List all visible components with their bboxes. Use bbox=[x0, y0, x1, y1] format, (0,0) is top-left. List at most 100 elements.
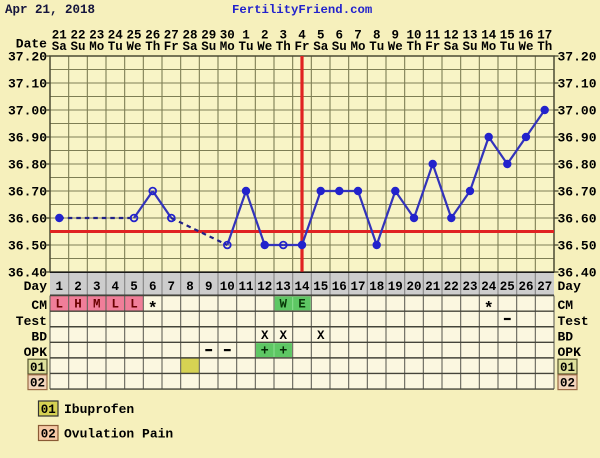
svg-text:22: 22 bbox=[70, 29, 85, 43]
svg-text:37.10: 37.10 bbox=[558, 77, 597, 92]
svg-text:6: 6 bbox=[336, 29, 344, 43]
svg-text:12: 12 bbox=[257, 280, 272, 294]
svg-text:Fr: Fr bbox=[164, 40, 179, 54]
svg-text:1: 1 bbox=[56, 280, 64, 294]
svg-text:22: 22 bbox=[444, 280, 459, 294]
svg-text:27: 27 bbox=[164, 29, 179, 43]
svg-text:17: 17 bbox=[537, 29, 552, 43]
svg-text:Day: Day bbox=[24, 279, 48, 294]
svg-text:Tu: Tu bbox=[500, 40, 515, 54]
svg-text:36.40: 36.40 bbox=[558, 266, 597, 281]
svg-text:8: 8 bbox=[186, 280, 194, 294]
svg-text:Fr: Fr bbox=[294, 40, 309, 54]
svg-text:01: 01 bbox=[560, 361, 575, 375]
svg-text:L: L bbox=[56, 298, 64, 312]
svg-text:X: X bbox=[280, 329, 288, 343]
svg-text:Tu: Tu bbox=[238, 40, 253, 54]
svg-text:Mo: Mo bbox=[350, 40, 365, 54]
svg-text:23: 23 bbox=[462, 280, 477, 294]
svg-text:01: 01 bbox=[30, 361, 45, 375]
svg-text:Su: Su bbox=[332, 40, 347, 54]
svg-text:10: 10 bbox=[406, 29, 421, 43]
svg-text:Tu: Tu bbox=[369, 40, 384, 54]
svg-text:25: 25 bbox=[500, 280, 515, 294]
svg-text:Fr: Fr bbox=[425, 40, 440, 54]
svg-text:Sa: Sa bbox=[182, 40, 198, 54]
svg-text:13: 13 bbox=[462, 29, 477, 43]
svg-text:13: 13 bbox=[276, 280, 291, 294]
svg-text:17: 17 bbox=[350, 280, 365, 294]
svg-text:12: 12 bbox=[444, 29, 459, 43]
svg-text:3: 3 bbox=[93, 280, 101, 294]
svg-text:Su: Su bbox=[70, 40, 85, 54]
svg-text:14: 14 bbox=[294, 280, 310, 294]
svg-text:4: 4 bbox=[298, 29, 306, 43]
svg-text:36.90: 36.90 bbox=[8, 131, 47, 146]
svg-text:5: 5 bbox=[130, 280, 138, 294]
svg-text:5: 5 bbox=[317, 29, 325, 43]
svg-text:BD: BD bbox=[558, 329, 574, 344]
svg-text:*: * bbox=[484, 299, 494, 318]
svg-text:Test: Test bbox=[16, 314, 47, 329]
svg-text:Sa: Sa bbox=[444, 40, 460, 54]
svg-text:Mo: Mo bbox=[481, 40, 496, 54]
svg-text:19: 19 bbox=[388, 280, 403, 294]
svg-text:24: 24 bbox=[481, 280, 497, 294]
svg-text:37.20: 37.20 bbox=[8, 50, 47, 65]
svg-text:36.60: 36.60 bbox=[558, 212, 597, 227]
svg-text:X: X bbox=[261, 329, 269, 343]
svg-text:Th: Th bbox=[145, 40, 160, 54]
svg-text:01: 01 bbox=[41, 403, 56, 417]
svg-text:We: We bbox=[126, 40, 141, 54]
svg-text:20: 20 bbox=[406, 280, 421, 294]
svg-text:37.10: 37.10 bbox=[8, 77, 47, 92]
svg-text:21: 21 bbox=[52, 29, 67, 43]
svg-text:Ibuprofen: Ibuprofen bbox=[64, 402, 134, 417]
svg-text:36.80: 36.80 bbox=[558, 158, 597, 173]
svg-text:36.90: 36.90 bbox=[558, 131, 597, 146]
svg-text:36.70: 36.70 bbox=[8, 185, 47, 200]
svg-text:Ovulation Pain: Ovulation Pain bbox=[64, 426, 173, 441]
svg-text:M: M bbox=[93, 298, 101, 312]
svg-text:6: 6 bbox=[149, 280, 157, 294]
svg-text:27: 27 bbox=[537, 280, 552, 294]
svg-text:2: 2 bbox=[261, 29, 269, 43]
svg-text:02: 02 bbox=[41, 427, 56, 441]
svg-text:Th: Th bbox=[537, 40, 552, 54]
svg-text:Mo: Mo bbox=[89, 40, 104, 54]
svg-text:Sa: Sa bbox=[52, 40, 68, 54]
svg-text:+: + bbox=[261, 344, 269, 359]
svg-text:Th: Th bbox=[276, 40, 291, 54]
svg-text:1: 1 bbox=[242, 29, 250, 43]
svg-text:26: 26 bbox=[518, 280, 533, 294]
svg-text:37.00: 37.00 bbox=[558, 104, 597, 119]
svg-text:10: 10 bbox=[220, 280, 235, 294]
svg-text:9: 9 bbox=[392, 29, 400, 43]
svg-text:37.20: 37.20 bbox=[558, 50, 597, 65]
svg-text:We: We bbox=[388, 40, 403, 54]
svg-text:X: X bbox=[317, 329, 325, 343]
svg-text:Su: Su bbox=[462, 40, 477, 54]
svg-text:Th: Th bbox=[406, 40, 421, 54]
svg-text:15: 15 bbox=[500, 29, 515, 43]
svg-text:23: 23 bbox=[89, 29, 104, 43]
svg-text:Mo: Mo bbox=[220, 40, 235, 54]
svg-text:36.70: 36.70 bbox=[558, 185, 597, 200]
svg-text:14: 14 bbox=[481, 29, 497, 43]
svg-text:9: 9 bbox=[205, 280, 213, 294]
svg-text:7: 7 bbox=[354, 29, 362, 43]
svg-text:36.50: 36.50 bbox=[558, 239, 597, 254]
svg-text:24: 24 bbox=[108, 29, 124, 43]
svg-text:CM: CM bbox=[558, 298, 574, 313]
svg-text:37.00: 37.00 bbox=[8, 104, 47, 119]
svg-text:OPK: OPK bbox=[24, 345, 48, 360]
svg-text:OPK: OPK bbox=[558, 345, 582, 360]
svg-text:We: We bbox=[257, 40, 272, 54]
svg-text:Tu: Tu bbox=[108, 40, 123, 54]
svg-text:+: + bbox=[279, 344, 287, 359]
svg-text:21: 21 bbox=[425, 280, 440, 294]
svg-text:L: L bbox=[112, 298, 120, 312]
svg-text:36.40: 36.40 bbox=[8, 266, 47, 281]
svg-text:18: 18 bbox=[369, 280, 384, 294]
svg-text:16: 16 bbox=[332, 280, 347, 294]
